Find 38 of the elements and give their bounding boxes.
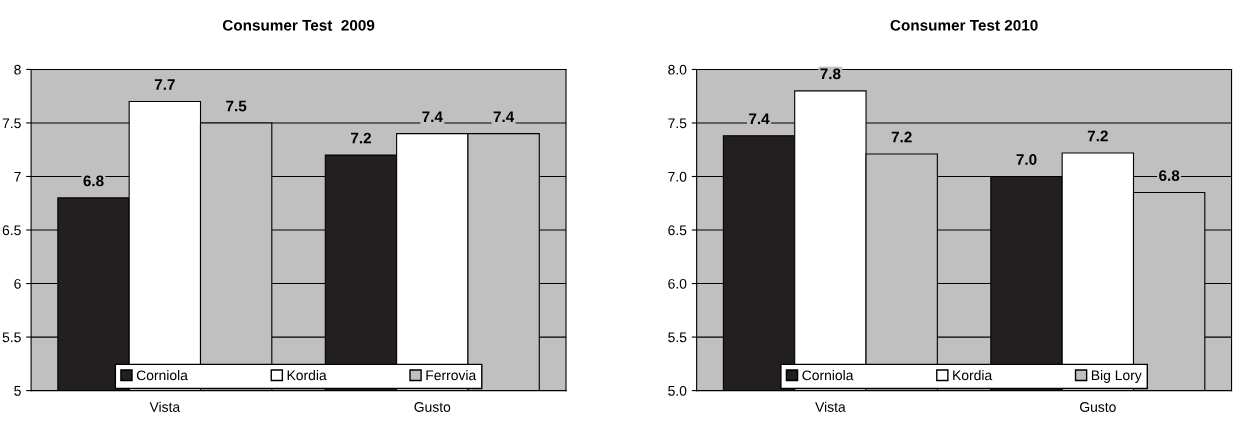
- data-label: 7.4: [422, 111, 443, 122]
- legend-label: Kordia: [287, 370, 327, 381]
- y-tick-label: 8.0: [668, 64, 687, 75]
- data-label: 7.4: [749, 113, 770, 125]
- data-label: 6.8: [83, 175, 104, 187]
- data-label: 7.2: [891, 131, 912, 143]
- legend-label: Ferrovia: [426, 370, 477, 381]
- y-tick-label: 7: [14, 171, 21, 182]
- x-tick-label: Vista: [149, 401, 181, 412]
- y-tick-label: 6.0: [668, 278, 687, 289]
- y-tick-label: 5.0: [668, 385, 687, 396]
- x-tick-label: Gusto: [414, 402, 451, 412]
- data-label: 7.4: [493, 111, 515, 122]
- y-tick-label: 5.5: [2, 332, 21, 343]
- legend-label: Corniola: [136, 370, 188, 381]
- y-tick-label: 5: [14, 386, 21, 396]
- y-tick-label: 6: [14, 278, 21, 289]
- y-tick-label: 7.0: [668, 171, 687, 182]
- y-tick-label: 7.5: [668, 118, 687, 129]
- data-label: 7.8: [820, 68, 841, 80]
- legend-label: Big Lory: [1091, 370, 1142, 383]
- data-label: 7.5: [226, 100, 247, 112]
- y-tick-label: 6.5: [2, 225, 21, 236]
- data-label: 7.2: [351, 132, 371, 144]
- data-label: 7.2: [1087, 130, 1108, 142]
- data-label: 6.8: [1159, 170, 1180, 181]
- x-tick-label: Gusto: [1080, 402, 1116, 412]
- x-tick-label: Vista: [815, 401, 846, 412]
- chart-title: Consumer Test 2009: [222, 19, 375, 31]
- y-tick-label: 6.5: [668, 225, 687, 236]
- y-tick-label: 8: [14, 64, 21, 75]
- legend-label: Corniola: [802, 370, 854, 381]
- data-label: 7.7: [154, 79, 175, 90]
- y-tick-label: 7.5: [2, 118, 21, 129]
- legend-label: Kordia: [953, 370, 993, 381]
- y-tick-label: 5.5: [668, 332, 687, 343]
- data-label: 7.0: [1016, 154, 1037, 165]
- chart-title: Consumer Test 2010: [890, 19, 1038, 31]
